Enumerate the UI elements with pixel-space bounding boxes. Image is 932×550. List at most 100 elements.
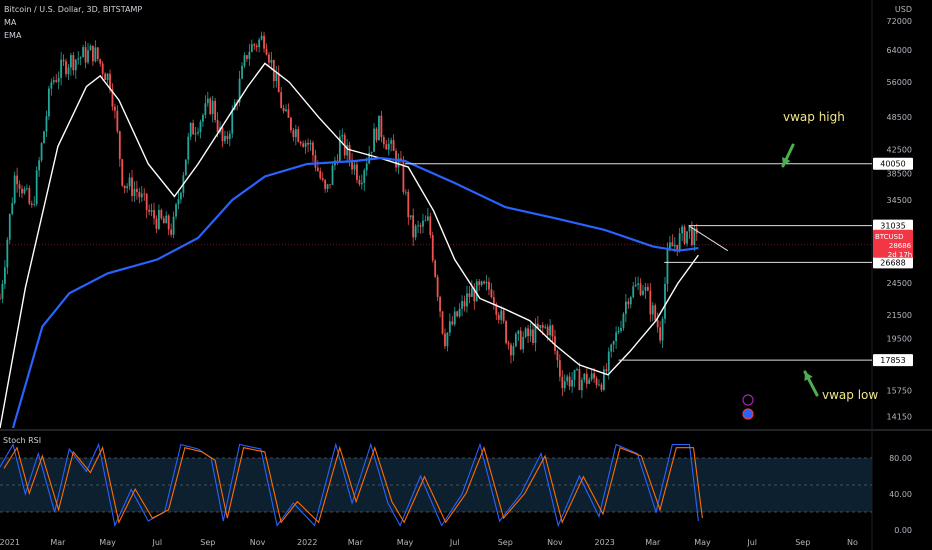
current-price-badge <box>873 229 913 258</box>
candle-body <box>116 110 119 132</box>
price-tick-label: 24500 <box>887 279 912 288</box>
candle-body <box>143 193 146 195</box>
candle-body <box>0 298 1 300</box>
candle-body <box>316 167 319 171</box>
candle-body <box>651 305 654 315</box>
candle-body <box>412 215 415 238</box>
candle-body <box>30 203 33 205</box>
candle-body <box>507 342 510 345</box>
candle-body <box>466 293 468 307</box>
candle-body <box>385 144 388 150</box>
candle-body <box>187 136 190 160</box>
level-badge-26688 <box>873 256 913 269</box>
candle-body <box>202 115 204 122</box>
candle-body <box>260 35 263 40</box>
candle-body <box>573 369 576 380</box>
candle-body <box>517 330 520 334</box>
candle-body <box>363 170 366 183</box>
candle-body <box>123 185 126 189</box>
candle-body <box>373 128 375 152</box>
ema-legend-label: EMA <box>4 31 22 40</box>
candle-body <box>304 142 307 147</box>
candle-body <box>307 142 309 145</box>
candle-body <box>492 297 495 305</box>
candle-body <box>43 131 45 144</box>
candle-body <box>275 73 278 82</box>
candle-body <box>292 130 295 138</box>
candle-body <box>3 267 6 284</box>
candle-body <box>634 284 637 287</box>
candle-body <box>444 333 446 347</box>
price-tick-label: 34500 <box>887 196 912 205</box>
candle-body <box>319 170 322 179</box>
candle-body <box>375 128 378 141</box>
candle-body <box>661 318 664 341</box>
candle-body <box>475 281 478 302</box>
candle-body <box>158 210 160 229</box>
candle-body <box>510 344 512 356</box>
candle-body <box>89 45 92 51</box>
level-value-31035: 31035 <box>880 222 905 231</box>
time-tick-label: Nov <box>250 538 266 547</box>
candle-body <box>23 188 26 194</box>
candle-body <box>448 321 451 333</box>
candle-body <box>11 203 14 215</box>
candle-body <box>167 215 170 230</box>
candle-body <box>441 311 444 334</box>
candle-body <box>321 178 324 180</box>
level-badge-40050 <box>873 157 913 170</box>
candle-body <box>483 281 485 284</box>
candle-body <box>541 325 544 328</box>
candle-body <box>128 177 131 187</box>
candle-body <box>519 330 522 350</box>
time-tick-label: Jul <box>151 538 162 547</box>
oscillator-band <box>0 458 872 512</box>
candle-body <box>468 293 471 297</box>
candle-body <box>356 164 358 180</box>
candle-body <box>170 229 173 235</box>
oscillator-tick-label: 0.00 <box>894 526 912 535</box>
candle-body <box>668 242 671 250</box>
candle-body <box>165 215 168 224</box>
candle-body <box>47 88 50 117</box>
candle-body <box>60 59 63 78</box>
candle-body <box>563 381 566 389</box>
candle-body <box>397 158 400 168</box>
price-tick-label: 15750 <box>887 387 912 396</box>
time-tick-label: Sep <box>200 538 215 547</box>
candle-body <box>490 289 493 298</box>
candle-body <box>505 321 507 343</box>
candle-body <box>246 55 248 59</box>
candle-body <box>431 235 434 261</box>
candle-body <box>346 144 349 156</box>
candle-body <box>77 58 80 60</box>
price-tick-label: 38500 <box>887 169 912 178</box>
candle-body <box>495 304 498 315</box>
candle-body <box>456 311 459 317</box>
candle-body <box>314 155 317 168</box>
candle-body <box>162 218 165 224</box>
candle-body <box>8 214 11 240</box>
candle-body <box>348 144 351 160</box>
candle-body <box>681 226 684 234</box>
candle-body <box>598 384 600 386</box>
candle-body <box>331 165 334 185</box>
oscillator-tick-label: 80.00 <box>889 454 912 463</box>
candle-body <box>155 218 158 229</box>
candle-body <box>197 132 199 134</box>
candle-body <box>488 281 490 290</box>
candle-body <box>419 225 422 227</box>
candle-body <box>502 310 505 322</box>
candle-body <box>255 45 258 48</box>
candle-body <box>585 373 588 384</box>
candle-body <box>299 141 302 144</box>
level-value-17853: 17853 <box>880 356 905 365</box>
candle-body <box>654 305 657 320</box>
candle-body <box>500 310 503 320</box>
candle-body <box>25 188 28 189</box>
candle-body <box>497 314 500 320</box>
candle-body <box>380 115 383 138</box>
candle-body <box>514 333 517 347</box>
stoch-k-line <box>0 442 699 528</box>
